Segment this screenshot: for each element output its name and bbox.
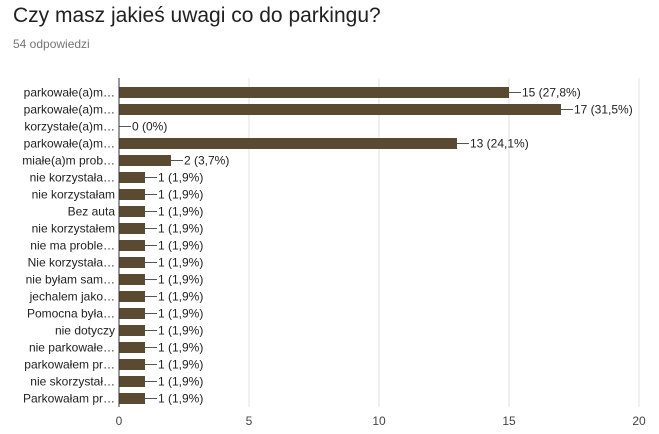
value-label: 1 (1,9%) bbox=[158, 290, 203, 304]
category-labels: parkowałe(a)m… parkowałe(a)m… korzystałe(a… bbox=[22, 86, 115, 406]
category-label: nie parkowałe… bbox=[29, 341, 115, 355]
value-label: 1 (1,9%) bbox=[158, 273, 203, 287]
bar bbox=[119, 274, 145, 285]
bar bbox=[119, 172, 145, 183]
category-label: nie byłam sam… bbox=[26, 273, 115, 287]
bars bbox=[119, 87, 561, 404]
value-label: 1 (1,9%) bbox=[158, 341, 203, 355]
category-label: nie korzystałam bbox=[32, 188, 115, 202]
value-label: 15 (27,8%) bbox=[522, 86, 581, 100]
value-label: 2 (3,7%) bbox=[184, 154, 229, 168]
page-title: Czy masz jakieś uwagi co do parkingu? bbox=[13, 4, 381, 27]
value-label: 0 (0%) bbox=[132, 120, 167, 134]
bar bbox=[119, 104, 561, 115]
bar bbox=[119, 138, 457, 149]
bar bbox=[119, 257, 145, 268]
category-label: nie korzystałem bbox=[32, 222, 115, 236]
category-label: parkowałe(a)m… bbox=[24, 103, 115, 117]
value-label: 1 (1,9%) bbox=[158, 324, 203, 338]
value-label: 1 (1,9%) bbox=[158, 307, 203, 321]
bar bbox=[119, 308, 145, 319]
bar bbox=[119, 359, 145, 370]
category-label: nie korzystała… bbox=[30, 171, 115, 185]
category-label: nie skorzystał… bbox=[30, 375, 115, 389]
bar bbox=[119, 189, 145, 200]
grid-lines bbox=[248, 78, 640, 407]
category-label: parkowałe(a)m… bbox=[24, 86, 115, 100]
value-labels: 15 (27,8%) 17 (31,5%) 0 (0%) 13 (24,1%) 2 (3… bbox=[119, 86, 633, 406]
bar bbox=[119, 206, 145, 217]
value-label: 1 (1,9%) bbox=[158, 205, 203, 219]
value-label: 1 (1,9%) bbox=[158, 358, 203, 372]
category-label: miałe(a)m prob… bbox=[22, 154, 115, 168]
bar bbox=[119, 393, 145, 404]
bar bbox=[119, 291, 145, 302]
value-label: 1 (1,9%) bbox=[158, 171, 203, 185]
value-label: 1 (1,9%) bbox=[158, 222, 203, 236]
category-label: parkowałem pr… bbox=[24, 358, 115, 372]
value-label: 1 (1,9%) bbox=[158, 256, 203, 270]
bar bbox=[119, 87, 509, 98]
response-count: 54 odpowiedzi bbox=[13, 37, 90, 51]
category-label: Bez auta bbox=[68, 205, 116, 219]
category-label: Pomocna była… bbox=[27, 307, 115, 321]
category-label: parkowałe(a)m… bbox=[24, 137, 115, 151]
x-tick-label: 5 bbox=[246, 414, 253, 428]
x-tick-label: 10 bbox=[372, 414, 386, 428]
value-label: 1 (1,9%) bbox=[158, 188, 203, 202]
bar bbox=[119, 240, 145, 251]
category-label: nie dotyczy bbox=[55, 324, 115, 338]
bar bbox=[119, 223, 145, 234]
value-label: 13 (24,1%) bbox=[470, 137, 529, 151]
value-label: 1 (1,9%) bbox=[158, 392, 203, 406]
category-label: jechalem jako… bbox=[29, 290, 115, 304]
x-axis-ticks: 0 5 10 15 20 bbox=[116, 414, 646, 428]
x-tick-label: 0 bbox=[116, 414, 123, 428]
value-label: 17 (31,5%) bbox=[574, 103, 633, 117]
x-tick-label: 15 bbox=[502, 414, 516, 428]
category-label: nie ma proble… bbox=[30, 239, 115, 253]
bar bbox=[119, 342, 145, 353]
category-label: Nie korzystała… bbox=[28, 256, 115, 270]
bar bbox=[119, 325, 145, 336]
value-label: 1 (1,9%) bbox=[158, 239, 203, 253]
x-tick-label: 20 bbox=[632, 414, 646, 428]
bar bbox=[119, 155, 171, 166]
value-label: 1 (1,9%) bbox=[158, 375, 203, 389]
category-label: korzystałe(a)m… bbox=[24, 120, 115, 134]
category-label: Parkowałam pr… bbox=[23, 392, 115, 406]
bar bbox=[119, 376, 145, 387]
